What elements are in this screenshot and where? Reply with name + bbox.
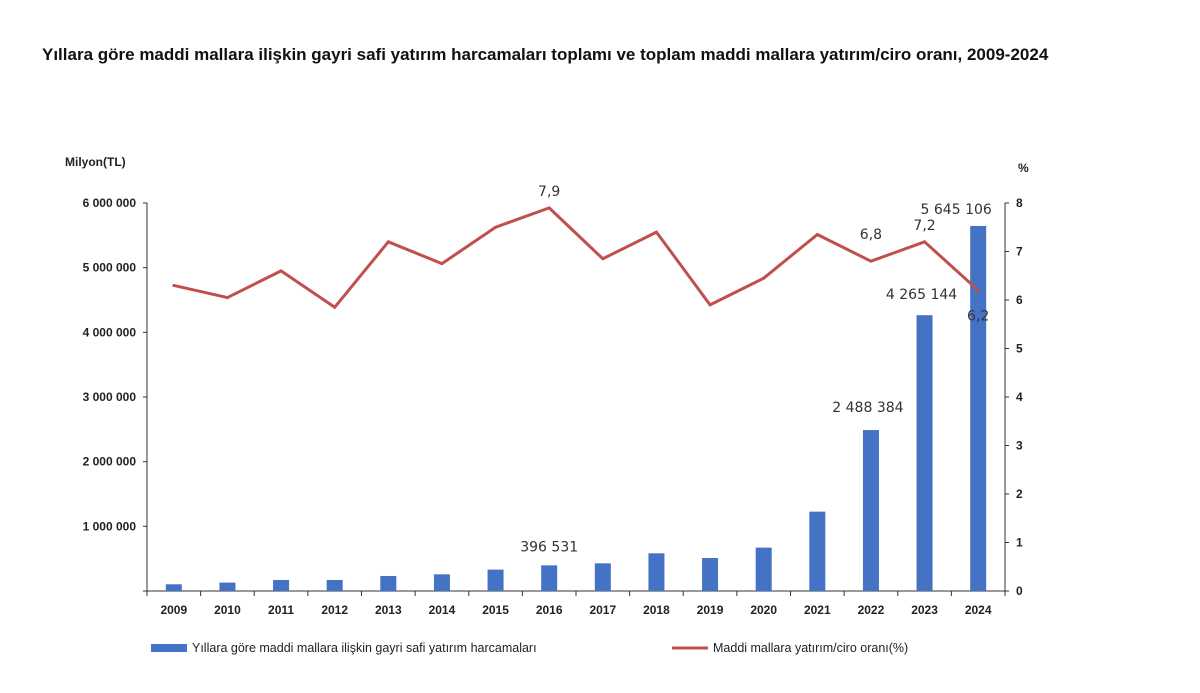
ratio-point-2022 (869, 259, 873, 263)
bar-data-label: 396 531 (520, 539, 578, 555)
x-tick-label: 2009 (160, 603, 187, 617)
bar-2017 (594, 563, 611, 591)
left-tick-label: 2 000 000 (83, 455, 137, 469)
x-tick-label: 2011 (268, 603, 294, 617)
bar-2014 (433, 574, 450, 591)
left-tick-label: 5 000 000 (83, 261, 137, 275)
x-tick-label: 2016 (536, 603, 563, 617)
ratio-point-2015 (494, 225, 498, 229)
legend-bar-label: Yıllara göre maddi mallara ilişkin gayri… (192, 641, 537, 655)
bar-2012 (326, 580, 343, 591)
bar-2010 (219, 582, 236, 591)
bar-2009 (165, 584, 182, 591)
x-tick-label: 2017 (589, 603, 616, 617)
right-tick-label: 7 (1016, 245, 1023, 259)
x-tick-label: 2013 (375, 603, 402, 617)
left-tick-label: 1 000 000 (83, 519, 137, 533)
ratio-point-2023 (923, 240, 927, 244)
ratio-point-2014 (440, 262, 444, 266)
ratio-point-2018 (654, 230, 658, 234)
right-tick-label: 5 (1016, 342, 1023, 356)
bar-2022 (862, 430, 879, 591)
bar-data-label: 5 645 106 (921, 202, 992, 218)
bar-2019 (702, 558, 719, 591)
right-axis-label: % (1018, 161, 1029, 175)
bar-2020 (755, 547, 772, 591)
bar-2015 (487, 569, 504, 591)
ratio-point-2009 (172, 283, 176, 287)
right-tick-label: 3 (1016, 439, 1023, 453)
x-tick-label: 2019 (697, 603, 724, 617)
bar-data-label: 2 488 384 (832, 400, 903, 416)
left-tick-label: 4 000 000 (83, 325, 137, 339)
x-tick-label: 2015 (482, 603, 509, 617)
line-data-label: 6,2 (967, 308, 989, 324)
line-data-label: 7,9 (538, 184, 560, 200)
x-tick-label: 2023 (911, 603, 938, 617)
bar-2011 (273, 580, 290, 591)
x-tick-label: 2024 (965, 603, 992, 617)
bar-data-label: 4 265 144 (886, 287, 957, 303)
ratio-point-2020 (762, 276, 766, 280)
left-tick-label: 6 000 000 (83, 196, 137, 210)
ratio-point-2011 (279, 269, 283, 273)
right-tick-label: 1 (1016, 536, 1023, 550)
x-tick-label: 2010 (214, 603, 241, 617)
right-tick-label: 2 (1016, 487, 1023, 501)
x-tick-label: 2012 (321, 603, 348, 617)
ratio-point-2013 (386, 240, 390, 244)
x-tick-label: 2014 (429, 603, 456, 617)
x-tick-label: 2021 (804, 603, 831, 617)
line-data-label: 6,8 (860, 227, 882, 243)
bar-2024 (970, 225, 987, 591)
bar-2023 (916, 315, 933, 591)
bar-2013 (380, 575, 397, 591)
bar-2016 (541, 565, 558, 591)
left-axis-label: Milyon(TL) (65, 155, 126, 169)
x-tick-label: 2020 (750, 603, 777, 617)
x-tick-label: 2018 (643, 603, 670, 617)
ratio-point-2010 (225, 296, 229, 300)
left-tick-label: 3 000 000 (83, 390, 137, 404)
right-tick-label: 0 (1016, 584, 1023, 598)
bar-2018 (648, 553, 665, 591)
legend-bar-swatch (151, 644, 187, 652)
ratio-point-2016 (547, 206, 551, 210)
right-tick-label: 4 (1016, 390, 1023, 404)
bar-2021 (809, 511, 826, 591)
chart-title: Yıllara göre maddi mallara ilişkin gayri… (42, 45, 1049, 64)
ratio-point-2021 (815, 233, 819, 237)
legend-line-label: Maddi mallara yatırım/ciro oranı(%) (713, 641, 908, 655)
x-tick-label: 2022 (858, 603, 885, 617)
ratio-point-2019 (708, 303, 712, 307)
line-data-label: 7,2 (913, 218, 935, 234)
right-tick-label: 8 (1016, 196, 1023, 210)
ratio-line (173, 206, 980, 309)
ratio-point-2012 (333, 305, 337, 309)
ratio-point-2017 (601, 257, 605, 261)
ratio-point-2024 (976, 288, 980, 292)
right-tick-label: 6 (1016, 293, 1023, 307)
